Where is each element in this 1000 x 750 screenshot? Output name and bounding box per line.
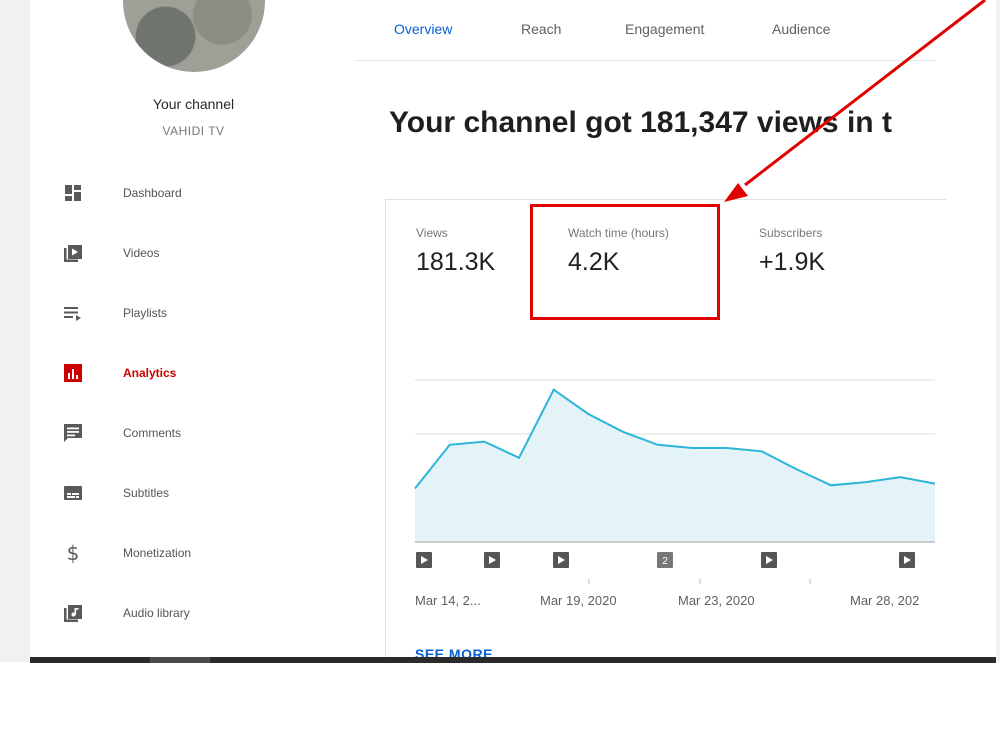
sidebar-item-label: Dashboard [123, 186, 182, 200]
tab-engagement[interactable]: Engagement [625, 21, 705, 37]
metric-views[interactable]: Views 181.3K [416, 226, 495, 277]
overview-card: Views 181.3K Watch time (hours) 4.2K Sub… [385, 199, 946, 671]
metric-watch-time[interactable]: Watch time (hours) 4.2K [568, 226, 669, 277]
x-tick-label: Mar 19, 2020 [540, 593, 617, 608]
sidebar-item-label: Analytics [123, 366, 177, 380]
analytics-icon [62, 362, 84, 384]
sidebar-item-dashboard[interactable]: Dashboard [62, 178, 182, 208]
sidebar-item-videos[interactable]: Videos [62, 238, 159, 268]
play-icon [489, 556, 496, 564]
channel-name: VAHIDI TV [162, 124, 225, 138]
views-chart[interactable]: 2 Mar 14, 2... Mar 19, 2020 Mar 23, 2020 Mar… [385, 370, 935, 620]
x-tick-label: Mar 28, 202 [850, 593, 919, 608]
playlists-icon [62, 302, 84, 324]
sidebar-item-analytics[interactable]: Analytics [62, 358, 176, 388]
video-count-label: 2 [662, 556, 668, 567]
tab-audience[interactable]: Audience [772, 21, 831, 37]
videos-icon [62, 242, 84, 264]
sidebar-item-label: Audio library [123, 606, 190, 620]
play-icon [421, 556, 428, 564]
metric-value: +1.9K [759, 248, 826, 276]
scrollbar-thumb[interactable] [150, 657, 210, 663]
metric-label: Views [416, 226, 448, 240]
watch-time-highlight-box [530, 204, 720, 320]
sidebar-item-playlists[interactable]: Playlists [62, 298, 167, 328]
channel-avatar[interactable] [123, 0, 265, 72]
metric-subscribers[interactable]: Subscribers +1.9K [759, 226, 825, 277]
sidebar-item-label: Subtitles [123, 486, 170, 500]
audio-library-icon [62, 602, 84, 624]
left-gutter [0, 0, 30, 662]
sidebar-item-label: Videos [123, 246, 160, 260]
sidebar-item-monetization[interactable]: $ Monetization [62, 538, 191, 568]
x-tick-label: Mar 23, 2020 [678, 593, 755, 608]
sidebar-item-comments[interactable]: Comments [62, 418, 181, 448]
tabs-divider [355, 60, 935, 61]
metric-value: 4.2K [568, 248, 620, 276]
play-icon [766, 556, 773, 564]
subtitles-icon [62, 482, 84, 504]
right-gutter [996, 0, 1000, 662]
play-icon [904, 556, 911, 564]
horizontal-scrollbar[interactable] [30, 657, 996, 663]
channel-title[interactable]: Your channel [152, 96, 235, 112]
sidebar-item-subtitles[interactable]: Subtitles [62, 478, 169, 508]
sidebar-item-label: Playlists [123, 306, 168, 320]
metric-label: Subscribers [759, 226, 823, 240]
page-headline: Your channel got 181,347 views in t [389, 106, 892, 139]
metric-value: 181.3K [416, 248, 496, 276]
video-count-marker [657, 552, 673, 568]
sidebar-item-label: Monetization [123, 546, 192, 560]
dashboard-icon [62, 182, 84, 204]
x-tick-label: Mar 14, 2... [415, 593, 481, 608]
chart-area-fill [415, 389, 935, 542]
sidebar-item-label: Comments [123, 426, 182, 440]
tab-reach[interactable]: Reach [521, 21, 562, 37]
sidebar-item-audio-library[interactable]: Audio library [62, 598, 190, 628]
comments-icon [62, 422, 84, 444]
dollar-icon: $ [66, 541, 80, 565]
page-background [30, 663, 1000, 750]
tab-overview[interactable]: Overview [394, 21, 453, 37]
play-icon [558, 556, 565, 564]
chart-series-line [414, 388, 935, 490]
metric-label: Watch time (hours) [568, 226, 669, 240]
